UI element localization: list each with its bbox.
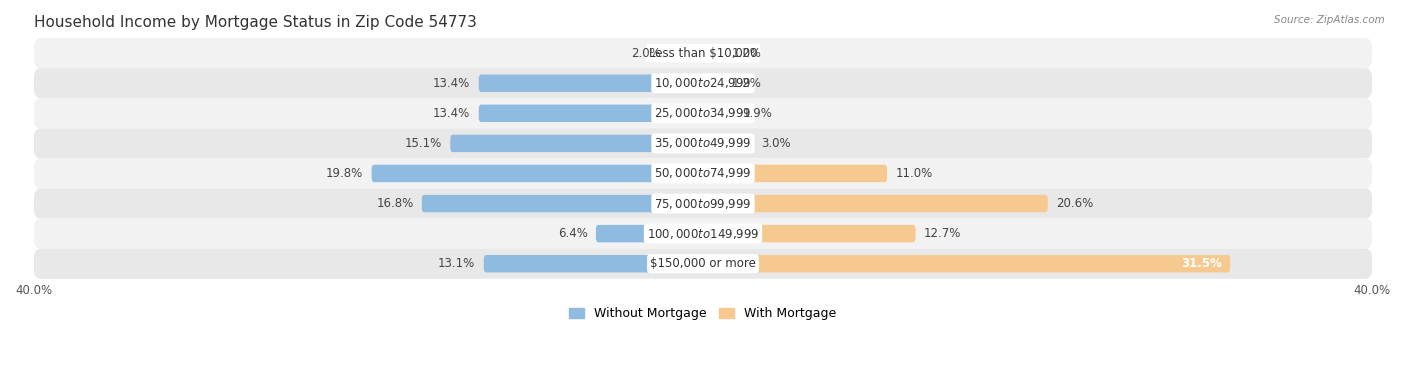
Text: $100,000 to $149,999: $100,000 to $149,999	[647, 227, 759, 241]
Text: Less than $10,000: Less than $10,000	[648, 46, 758, 60]
FancyBboxPatch shape	[703, 225, 915, 242]
Text: 16.8%: 16.8%	[377, 197, 413, 210]
FancyBboxPatch shape	[703, 135, 754, 152]
Text: 13.1%: 13.1%	[439, 257, 475, 270]
FancyBboxPatch shape	[703, 105, 735, 122]
FancyBboxPatch shape	[422, 195, 703, 212]
Text: $50,000 to $74,999: $50,000 to $74,999	[654, 166, 752, 180]
Text: $25,000 to $34,999: $25,000 to $34,999	[654, 106, 752, 120]
FancyBboxPatch shape	[450, 135, 703, 152]
FancyBboxPatch shape	[34, 38, 1372, 68]
FancyBboxPatch shape	[34, 129, 1372, 158]
FancyBboxPatch shape	[703, 74, 723, 92]
Legend: Without Mortgage, With Mortgage: Without Mortgage, With Mortgage	[564, 302, 842, 325]
FancyBboxPatch shape	[703, 195, 1047, 212]
FancyBboxPatch shape	[703, 165, 887, 182]
Text: 2.0%: 2.0%	[631, 46, 661, 60]
Text: $75,000 to $99,999: $75,000 to $99,999	[654, 197, 752, 211]
Text: 6.4%: 6.4%	[558, 227, 588, 240]
Text: $150,000 or more: $150,000 or more	[650, 257, 756, 270]
Text: 15.1%: 15.1%	[405, 137, 441, 150]
Text: 1.9%: 1.9%	[744, 107, 773, 120]
Text: 11.0%: 11.0%	[896, 167, 932, 180]
Text: 3.0%: 3.0%	[762, 137, 792, 150]
FancyBboxPatch shape	[484, 255, 703, 273]
Text: 1.2%: 1.2%	[731, 46, 761, 60]
Text: 13.4%: 13.4%	[433, 107, 471, 120]
FancyBboxPatch shape	[703, 255, 1230, 273]
Text: 19.8%: 19.8%	[326, 167, 363, 180]
FancyBboxPatch shape	[34, 218, 1372, 249]
FancyBboxPatch shape	[34, 249, 1372, 279]
FancyBboxPatch shape	[371, 165, 703, 182]
FancyBboxPatch shape	[669, 45, 703, 62]
Text: $10,000 to $24,999: $10,000 to $24,999	[654, 76, 752, 90]
FancyBboxPatch shape	[34, 98, 1372, 129]
Text: 1.2%: 1.2%	[731, 77, 761, 90]
Text: 20.6%: 20.6%	[1056, 197, 1094, 210]
FancyBboxPatch shape	[478, 105, 703, 122]
FancyBboxPatch shape	[596, 225, 703, 242]
FancyBboxPatch shape	[34, 68, 1372, 98]
FancyBboxPatch shape	[703, 45, 723, 62]
Text: $35,000 to $49,999: $35,000 to $49,999	[654, 136, 752, 150]
FancyBboxPatch shape	[34, 158, 1372, 189]
Text: 13.4%: 13.4%	[433, 77, 471, 90]
FancyBboxPatch shape	[478, 74, 703, 92]
Text: Source: ZipAtlas.com: Source: ZipAtlas.com	[1274, 15, 1385, 25]
Text: 31.5%: 31.5%	[1181, 257, 1222, 270]
FancyBboxPatch shape	[34, 189, 1372, 218]
Text: Household Income by Mortgage Status in Zip Code 54773: Household Income by Mortgage Status in Z…	[34, 15, 477, 30]
Text: 12.7%: 12.7%	[924, 227, 962, 240]
